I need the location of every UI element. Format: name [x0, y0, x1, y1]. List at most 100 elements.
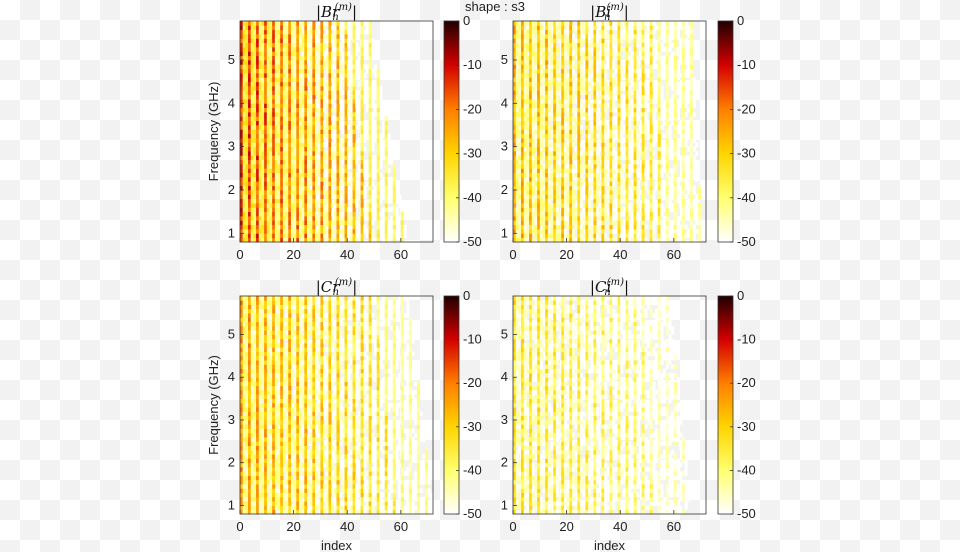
heatmap-cell — [633, 194, 637, 200]
heatmap-cell — [352, 51, 356, 57]
heatmap-cell — [561, 229, 565, 234]
heatmap-cell — [304, 185, 308, 191]
heatmap-cell — [577, 207, 581, 213]
heatmap-cell — [671, 220, 675, 226]
heatmap-cell — [258, 34, 262, 39]
heatmap-cell — [266, 60, 270, 65]
heatmap-cell — [392, 203, 396, 208]
heatmap-cell — [336, 207, 340, 213]
heatmap-cell — [360, 90, 364, 96]
heatmap-cell — [245, 42, 249, 48]
heatmap-cell — [649, 198, 653, 204]
heatmap-cell — [315, 116, 319, 122]
heatmap-cell — [539, 34, 543, 39]
heatmap-cell — [328, 125, 332, 130]
heatmap-cell — [323, 229, 327, 234]
heatmap-cell — [282, 38, 286, 44]
heatmap-cell — [272, 177, 276, 182]
heatmap-cell — [245, 142, 249, 148]
heatmap-cell — [569, 68, 573, 74]
heatmap-cell — [553, 99, 557, 104]
heatmap-cell — [323, 159, 327, 165]
heatmap-cell — [258, 90, 262, 96]
heatmap-cell — [649, 185, 653, 191]
heatmap-cell — [382, 146, 386, 152]
heatmap-cell — [542, 181, 546, 187]
heatmap-cell — [534, 38, 538, 44]
heatmap-cell — [612, 116, 616, 122]
heatmap-cell — [523, 220, 527, 226]
heatmap-cell — [612, 237, 616, 243]
heatmap-cell — [352, 155, 356, 161]
heatmap-cell — [563, 216, 568, 221]
heatmap-cell — [331, 25, 335, 31]
heatmap-cell — [344, 224, 348, 230]
heatmap-cell — [641, 138, 645, 143]
heatmap-cell — [365, 164, 370, 169]
heatmap-cell — [571, 64, 576, 70]
heatmap-cell — [547, 168, 551, 174]
heatmap-cell — [296, 42, 300, 48]
heatmap-cell — [671, 224, 675, 230]
heatmap-cell — [563, 86, 568, 91]
heatmap-cell — [290, 194, 295, 200]
heatmap-cell — [290, 51, 295, 57]
heatmap-cell — [352, 229, 356, 234]
heatmap-cell — [240, 138, 244, 143]
heatmap-cell — [277, 181, 281, 187]
heatmap-cell — [376, 103, 380, 109]
heatmap-cell — [336, 138, 340, 143]
heatmap-cell — [577, 168, 581, 174]
heatmap-cell — [580, 155, 584, 161]
heatmap-cell — [657, 185, 661, 191]
heatmap-cell — [352, 133, 356, 139]
heatmap-cell — [301, 133, 305, 139]
heatmap-cell — [585, 151, 589, 156]
heatmap-cell — [325, 220, 329, 226]
heatmap-cell — [617, 42, 621, 48]
heatmap-cell — [569, 168, 573, 174]
heatmap-cell — [269, 216, 273, 221]
heatmap-cell — [550, 42, 554, 48]
heatmap-cell — [298, 190, 303, 195]
heatmap-cell — [612, 38, 616, 44]
heatmap-cell — [585, 155, 589, 161]
heatmap-cell — [365, 64, 370, 70]
heatmap-cell — [612, 81, 616, 87]
heatmap-cell — [269, 64, 273, 70]
heatmap-cell — [274, 198, 278, 204]
heatmap-cell — [341, 125, 345, 130]
heatmap-cell — [288, 116, 292, 122]
heatmap-cell — [542, 155, 546, 161]
heatmap-cell — [336, 185, 340, 191]
heatmap-cell — [638, 51, 643, 57]
heatmap-cell — [529, 90, 533, 96]
heatmap-cell — [328, 138, 332, 143]
heatmap-cell — [657, 198, 661, 204]
heatmap-cell — [344, 159, 348, 165]
heatmap-cell — [301, 194, 305, 200]
heatmap-cell — [636, 138, 640, 143]
heatmap-cell — [336, 233, 340, 239]
heatmap-cell — [298, 138, 303, 143]
heatmap-cell — [604, 177, 608, 182]
heatmap-cell — [531, 73, 535, 78]
heatmap-cell — [641, 86, 645, 91]
heatmap-cell — [368, 159, 372, 165]
heatmap-cell — [531, 29, 535, 35]
heatmap-cell — [376, 216, 380, 221]
heatmap-cell — [539, 237, 543, 243]
heatmap-cell — [331, 233, 335, 239]
heatmap-cell — [553, 25, 557, 31]
heatmap-cell — [240, 203, 244, 208]
heatmap-cell — [513, 177, 517, 182]
heatmap-cell — [298, 233, 303, 239]
heatmap-cell — [261, 198, 265, 204]
heatmap-cell — [580, 151, 584, 156]
heatmap-cell — [526, 77, 530, 83]
heatmap-cell — [258, 86, 262, 91]
heatmap-cell — [365, 229, 370, 234]
heatmap-cell — [521, 81, 525, 87]
heatmap-cell — [660, 86, 664, 91]
heatmap-cell — [529, 159, 533, 165]
